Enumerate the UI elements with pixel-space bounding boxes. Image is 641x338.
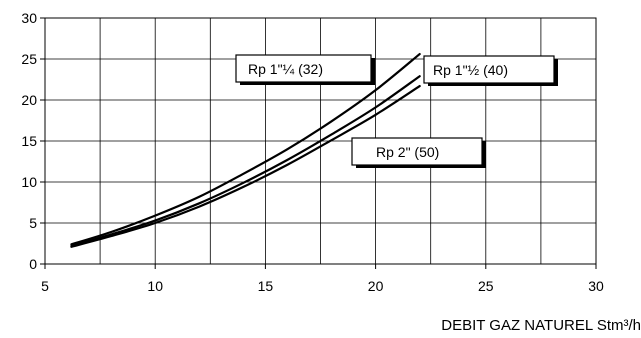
series-label-box-40: Rp 1"½ (40) [423, 55, 558, 86]
y-tick-label: 30 [21, 10, 37, 26]
series-label-box-32: Rp 1"¼ (32) [235, 54, 375, 85]
series-line-1 [70, 75, 421, 248]
series-label-32: Rp 1"¼ (32) [248, 61, 323, 77]
series-label-box-50: Rp 2" (50) [351, 137, 486, 168]
series-line-0 [70, 52, 421, 246]
y-tick-label: 20 [21, 92, 37, 108]
x-tick-label: 30 [588, 278, 604, 294]
series-line-2 [70, 84, 421, 248]
x-tick-label: 20 [368, 278, 384, 294]
x-axis-title: DEBIT GAZ NATUREL Stm³/h [441, 317, 641, 334]
series-lines [70, 52, 421, 248]
x-tick-label: 10 [147, 278, 163, 294]
y-tick-label: 10 [21, 174, 37, 190]
y-tick-label: 5 [29, 215, 37, 231]
y-tick-label: 0 [29, 256, 37, 272]
y-tick-label: 15 [21, 133, 37, 149]
x-tick-label: 5 [41, 278, 49, 294]
y-tick-label: 25 [21, 51, 37, 67]
series-label-50: Rp 2" (50) [376, 144, 439, 160]
series-label-40: Rp 1"½ (40) [433, 62, 508, 78]
x-tick-label: 25 [478, 278, 494, 294]
x-tick-label: 15 [258, 278, 274, 294]
